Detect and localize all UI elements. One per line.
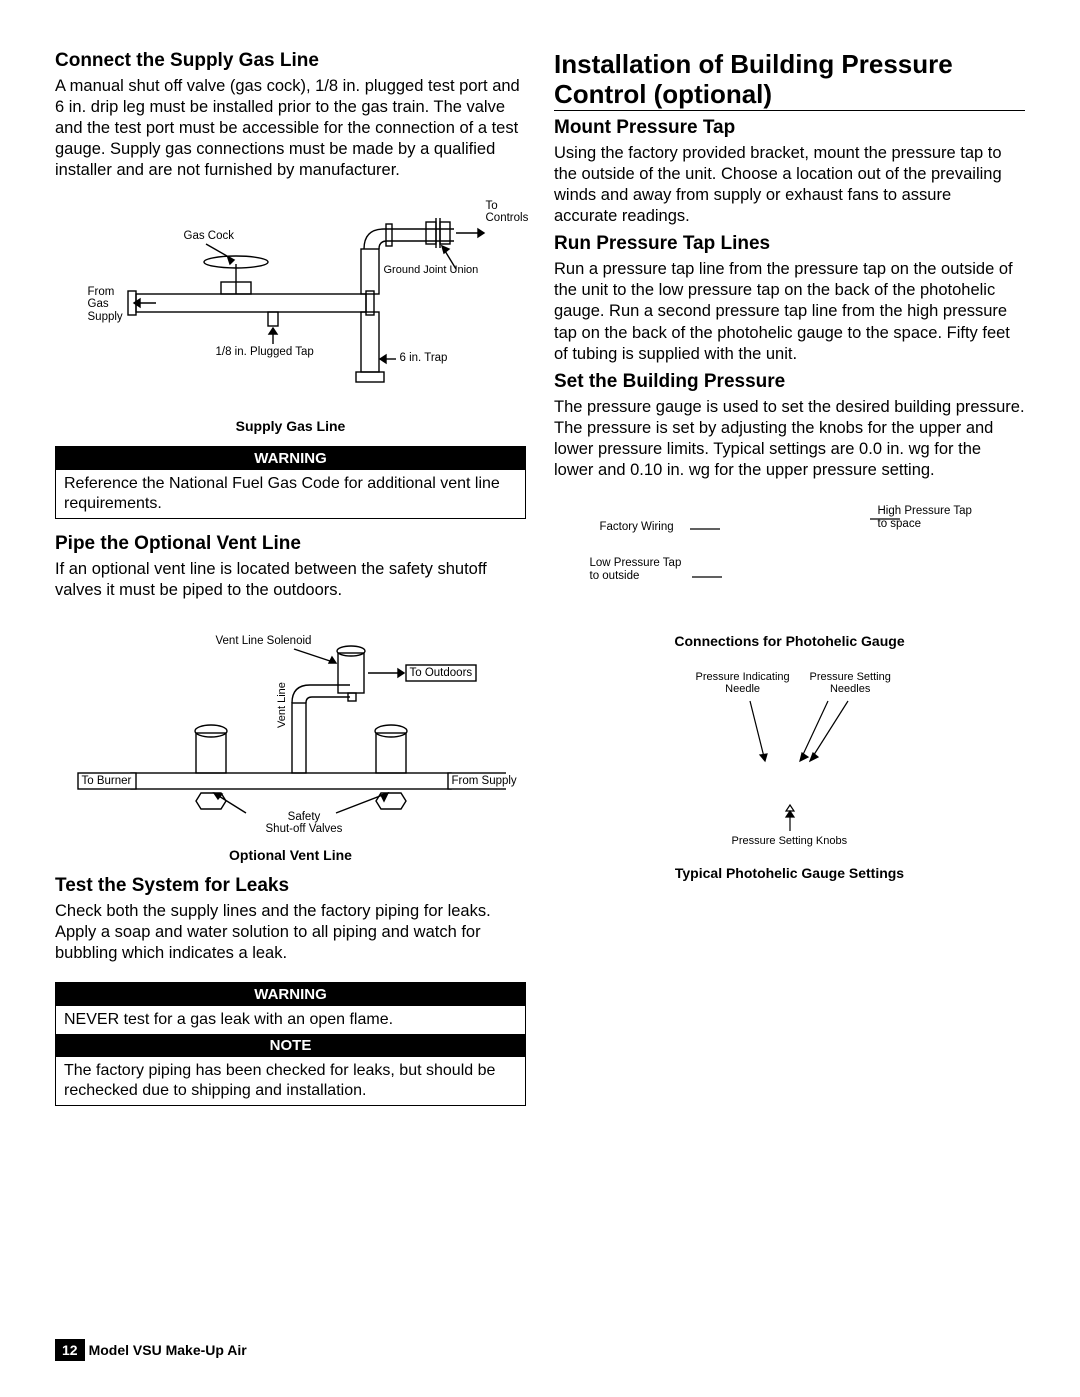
label-trap: 6 in. Trap bbox=[400, 352, 448, 365]
page-number: 12 bbox=[55, 1339, 85, 1361]
diagram-photohelic-settings: Pressure IndicatingNeedle Pressure Setti… bbox=[600, 661, 980, 861]
label-to-controls: ToControls bbox=[486, 200, 529, 225]
label-ground-union: Ground Joint Union bbox=[384, 264, 479, 276]
warning-head-2: WARNING bbox=[56, 983, 525, 1006]
heading-installation: Installation of Building Pressure Contro… bbox=[554, 50, 1025, 111]
label-high-pressure: High Pressure Tapto space bbox=[878, 505, 972, 530]
caption-supply-gas: Supply Gas Line bbox=[55, 418, 526, 434]
para-set: The pressure gauge is used to set the de… bbox=[554, 397, 1025, 481]
label-vent-solenoid: Vent Line Solenoid bbox=[216, 635, 312, 648]
diagram-supply-gas-line: Gas Cock ToControls FromGasSupply Ground… bbox=[86, 194, 496, 414]
label-safety-valves: SafetyShut-off Valves bbox=[266, 811, 343, 836]
label-to-outdoors: To Outdoors bbox=[410, 667, 473, 680]
label-setting-knobs: Pressure Setting Knobs bbox=[732, 835, 848, 847]
heading-pipe: Pipe the Optional Vent Line bbox=[55, 533, 526, 555]
label-from-supply: From Supply bbox=[452, 775, 517, 788]
para-pipe: If an optional vent line is located betw… bbox=[55, 559, 526, 601]
label-low-pressure: Low Pressure Tapto outside bbox=[590, 557, 682, 582]
caption-vent-line: Optional Vent Line bbox=[55, 847, 526, 863]
label-setting-needles: Pressure SettingNeedles bbox=[810, 671, 891, 695]
left-column: Connect the Supply Gas Line A manual shu… bbox=[55, 50, 526, 1106]
warning-body-2: NEVER test for a gas leak with an open f… bbox=[56, 1006, 525, 1034]
diagram-photohelic-connections: Factory Wiring High Pressure Tapto space… bbox=[570, 499, 1010, 629]
caption-photohelic-conn: Connections for Photohelic Gauge bbox=[554, 633, 1025, 649]
warning-box-2: WARNING NEVER test for a gas leak with a… bbox=[55, 982, 526, 1106]
para-test: Check both the supply lines and the fact… bbox=[55, 901, 526, 964]
label-gas-cock: Gas Cock bbox=[184, 230, 235, 243]
caption-photohelic-settings: Typical Photohelic Gauge Settings bbox=[554, 865, 1025, 881]
note-head: NOTE bbox=[56, 1034, 525, 1057]
heading-connect: Connect the Supply Gas Line bbox=[55, 50, 526, 72]
heading-mount: Mount Pressure Tap bbox=[554, 117, 1025, 139]
label-indicating-needle: Pressure IndicatingNeedle bbox=[696, 671, 790, 695]
page-columns: Connect the Supply Gas Line A manual shu… bbox=[55, 50, 1025, 1106]
warning-box-1: WARNING Reference the National Fuel Gas … bbox=[55, 446, 526, 519]
para-connect: A manual shut off valve (gas cock), 1/8 … bbox=[55, 76, 526, 182]
heading-set: Set the Building Pressure bbox=[554, 371, 1025, 393]
diagram-vent-line: Vent Line Solenoid To Outdoors To Burner… bbox=[76, 613, 506, 843]
label-factory-wiring: Factory Wiring bbox=[600, 521, 674, 534]
label-plugged-tap: 1/8 in. Plugged Tap bbox=[216, 346, 314, 359]
right-column: Installation of Building Pressure Contro… bbox=[554, 50, 1025, 1106]
heading-run: Run Pressure Tap Lines bbox=[554, 233, 1025, 255]
label-from-gas: FromGasSupply bbox=[88, 286, 123, 324]
supply-gas-svg bbox=[86, 194, 496, 414]
page-footer: 12 Model VSU Make-Up Air bbox=[55, 1339, 247, 1361]
label-vent-line: Vent Line bbox=[276, 682, 288, 728]
warning-head-1: WARNING bbox=[56, 447, 525, 470]
footer-model-text: Model VSU Make-Up Air bbox=[89, 1342, 247, 1358]
para-run: Run a pressure tap line from the pressur… bbox=[554, 259, 1025, 365]
para-mount: Using the factory provided bracket, moun… bbox=[554, 143, 1014, 227]
heading-test: Test the System for Leaks bbox=[55, 875, 526, 897]
label-to-burner: To Burner bbox=[82, 775, 132, 788]
note-body: The factory piping has been checked for … bbox=[56, 1057, 525, 1105]
warning-body-1: Reference the National Fuel Gas Code for… bbox=[56, 470, 525, 518]
